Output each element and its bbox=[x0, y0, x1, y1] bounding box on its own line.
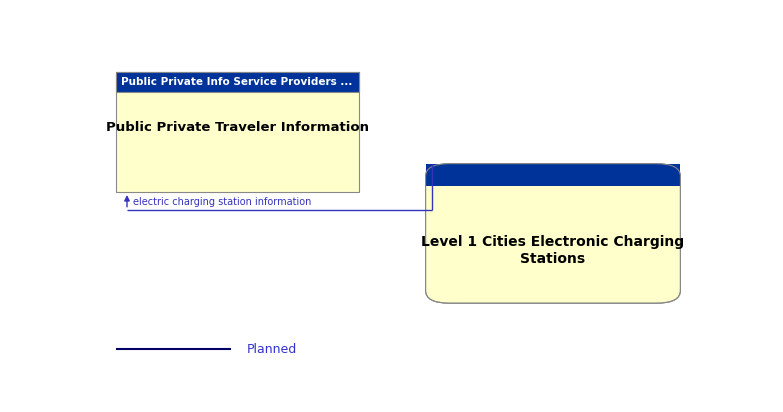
FancyBboxPatch shape bbox=[661, 164, 680, 186]
FancyBboxPatch shape bbox=[116, 72, 359, 192]
Text: Planned: Planned bbox=[247, 343, 297, 356]
FancyBboxPatch shape bbox=[426, 164, 445, 186]
FancyBboxPatch shape bbox=[426, 164, 680, 303]
FancyBboxPatch shape bbox=[116, 72, 359, 92]
FancyBboxPatch shape bbox=[426, 164, 680, 186]
Text: Public Private Traveler Information: Public Private Traveler Information bbox=[106, 121, 369, 134]
Text: Public Private Info Service Providers ...: Public Private Info Service Providers ..… bbox=[121, 77, 352, 87]
Text: Level 1 Cities Electronic Charging
Stations: Level 1 Cities Electronic Charging Stati… bbox=[421, 235, 684, 265]
Text: electric charging station information: electric charging station information bbox=[133, 197, 312, 207]
FancyBboxPatch shape bbox=[426, 173, 680, 186]
